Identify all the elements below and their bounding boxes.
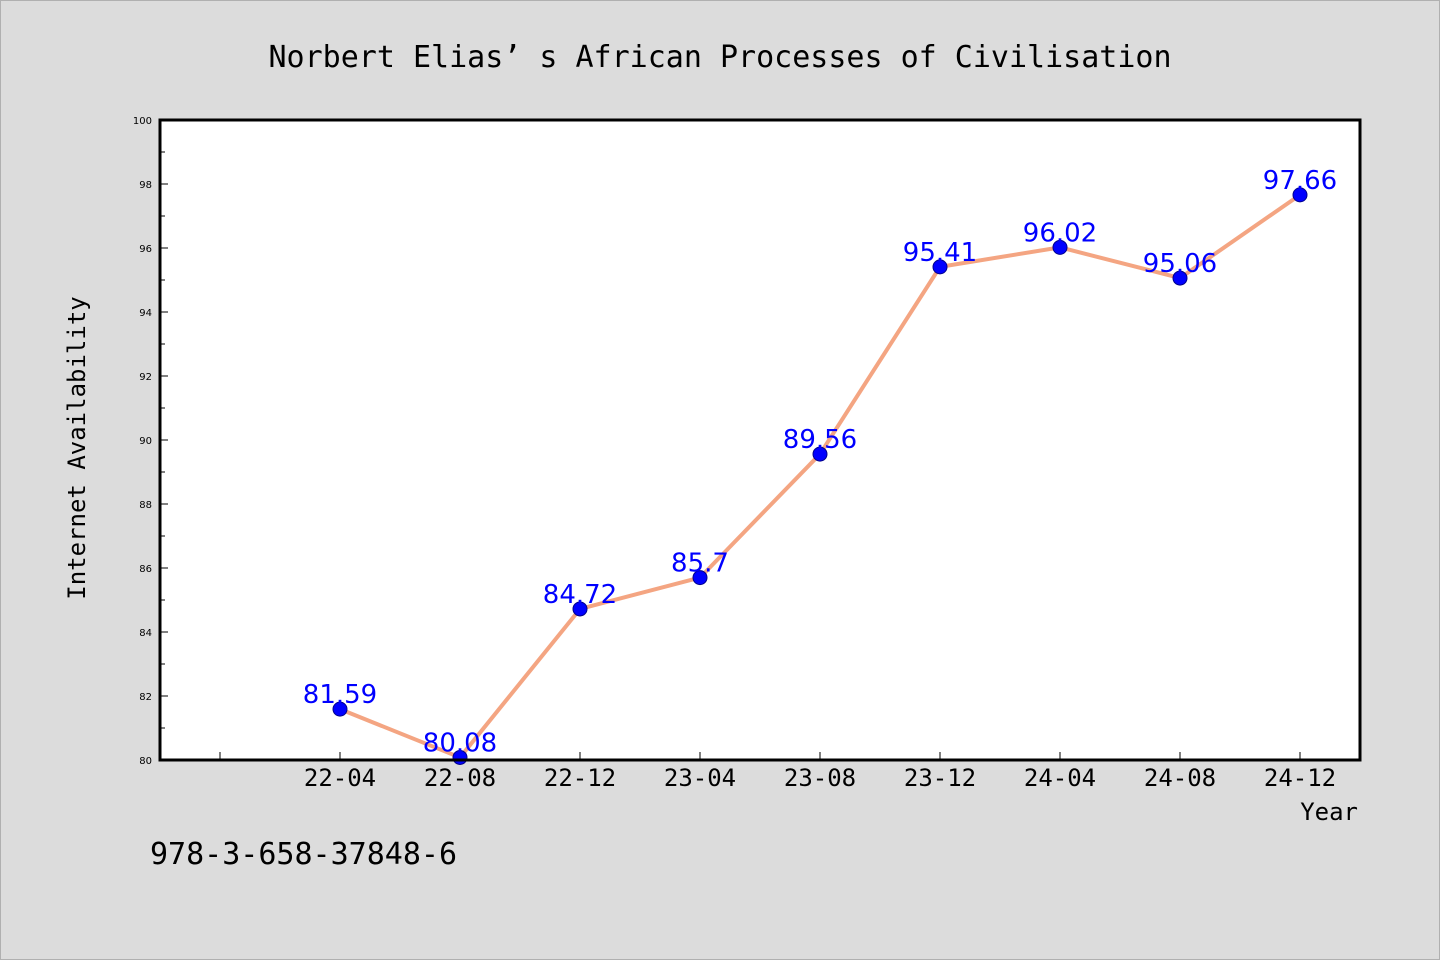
data-point	[332, 701, 348, 717]
y-tick-label: 84	[139, 628, 152, 639]
y-tick-label: 94	[139, 308, 152, 319]
y-tick-label: 92	[139, 372, 152, 383]
data-point	[1172, 270, 1188, 286]
x-tick-label: 22-08	[424, 764, 496, 792]
y-tick-label: 98	[139, 180, 152, 191]
data-label: 89.56	[783, 425, 857, 455]
y-axis-ticks: 80 82 84 86 88 90 92 94 96 98 100	[133, 116, 168, 767]
x-tick-label: 23-08	[784, 764, 856, 792]
data-point	[812, 446, 828, 462]
data-labels: 81.59 80.08 84.72 85.7 89.56 95.41 96.02 95.06 9…	[303, 166, 1337, 759]
data-label: 81.59	[303, 680, 377, 710]
x-axis-ticks: 22-04 22-08 22-12 23-04 23-08 23-12 24-04 24-08…	[219, 752, 1336, 792]
y-tick-label: 80	[139, 756, 152, 767]
data-label: 97.66	[1263, 166, 1337, 196]
data-label: 80.08	[423, 728, 497, 758]
data-label: 85.7	[671, 549, 729, 579]
y-tick-label: 100	[133, 116, 152, 127]
plot-frame	[158, 118, 1362, 762]
data-point	[932, 259, 948, 275]
plot-area	[160, 120, 1360, 760]
data-label: 84.72	[543, 580, 617, 610]
x-tick-label: 23-04	[664, 764, 736, 792]
x-tick-label: 22-12	[544, 764, 616, 792]
data-point	[1052, 239, 1068, 255]
data-point	[692, 570, 708, 586]
x-tick-label: 24-12	[1264, 764, 1336, 792]
x-tick-label: 22-04	[304, 764, 376, 792]
data-label: 95.06	[1143, 249, 1217, 279]
y-tick-label: 82	[139, 692, 152, 703]
x-tick-label: 24-08	[1144, 764, 1216, 792]
data-label: 95.41	[903, 238, 977, 268]
y-tick-label: 90	[139, 436, 152, 447]
y-axis-label: Internet Availability	[63, 296, 91, 599]
data-label: 96.02	[1023, 218, 1097, 248]
y-tick-label: 86	[139, 564, 152, 575]
x-tick-label: 23-12	[904, 764, 976, 792]
y-tick-label: 96	[139, 244, 152, 255]
chart-title: Norbert Elias’ s African Processes of Ci…	[268, 40, 1171, 75]
data-markers	[332, 187, 1308, 765]
x-axis-label: Year	[1300, 798, 1358, 826]
x-tick-label: 24-04	[1024, 764, 1096, 792]
isbn-text: 978-3-658-37848-6	[150, 837, 457, 872]
y-tick-label: 88	[139, 500, 152, 511]
data-point	[572, 601, 588, 617]
data-point	[1292, 187, 1308, 203]
